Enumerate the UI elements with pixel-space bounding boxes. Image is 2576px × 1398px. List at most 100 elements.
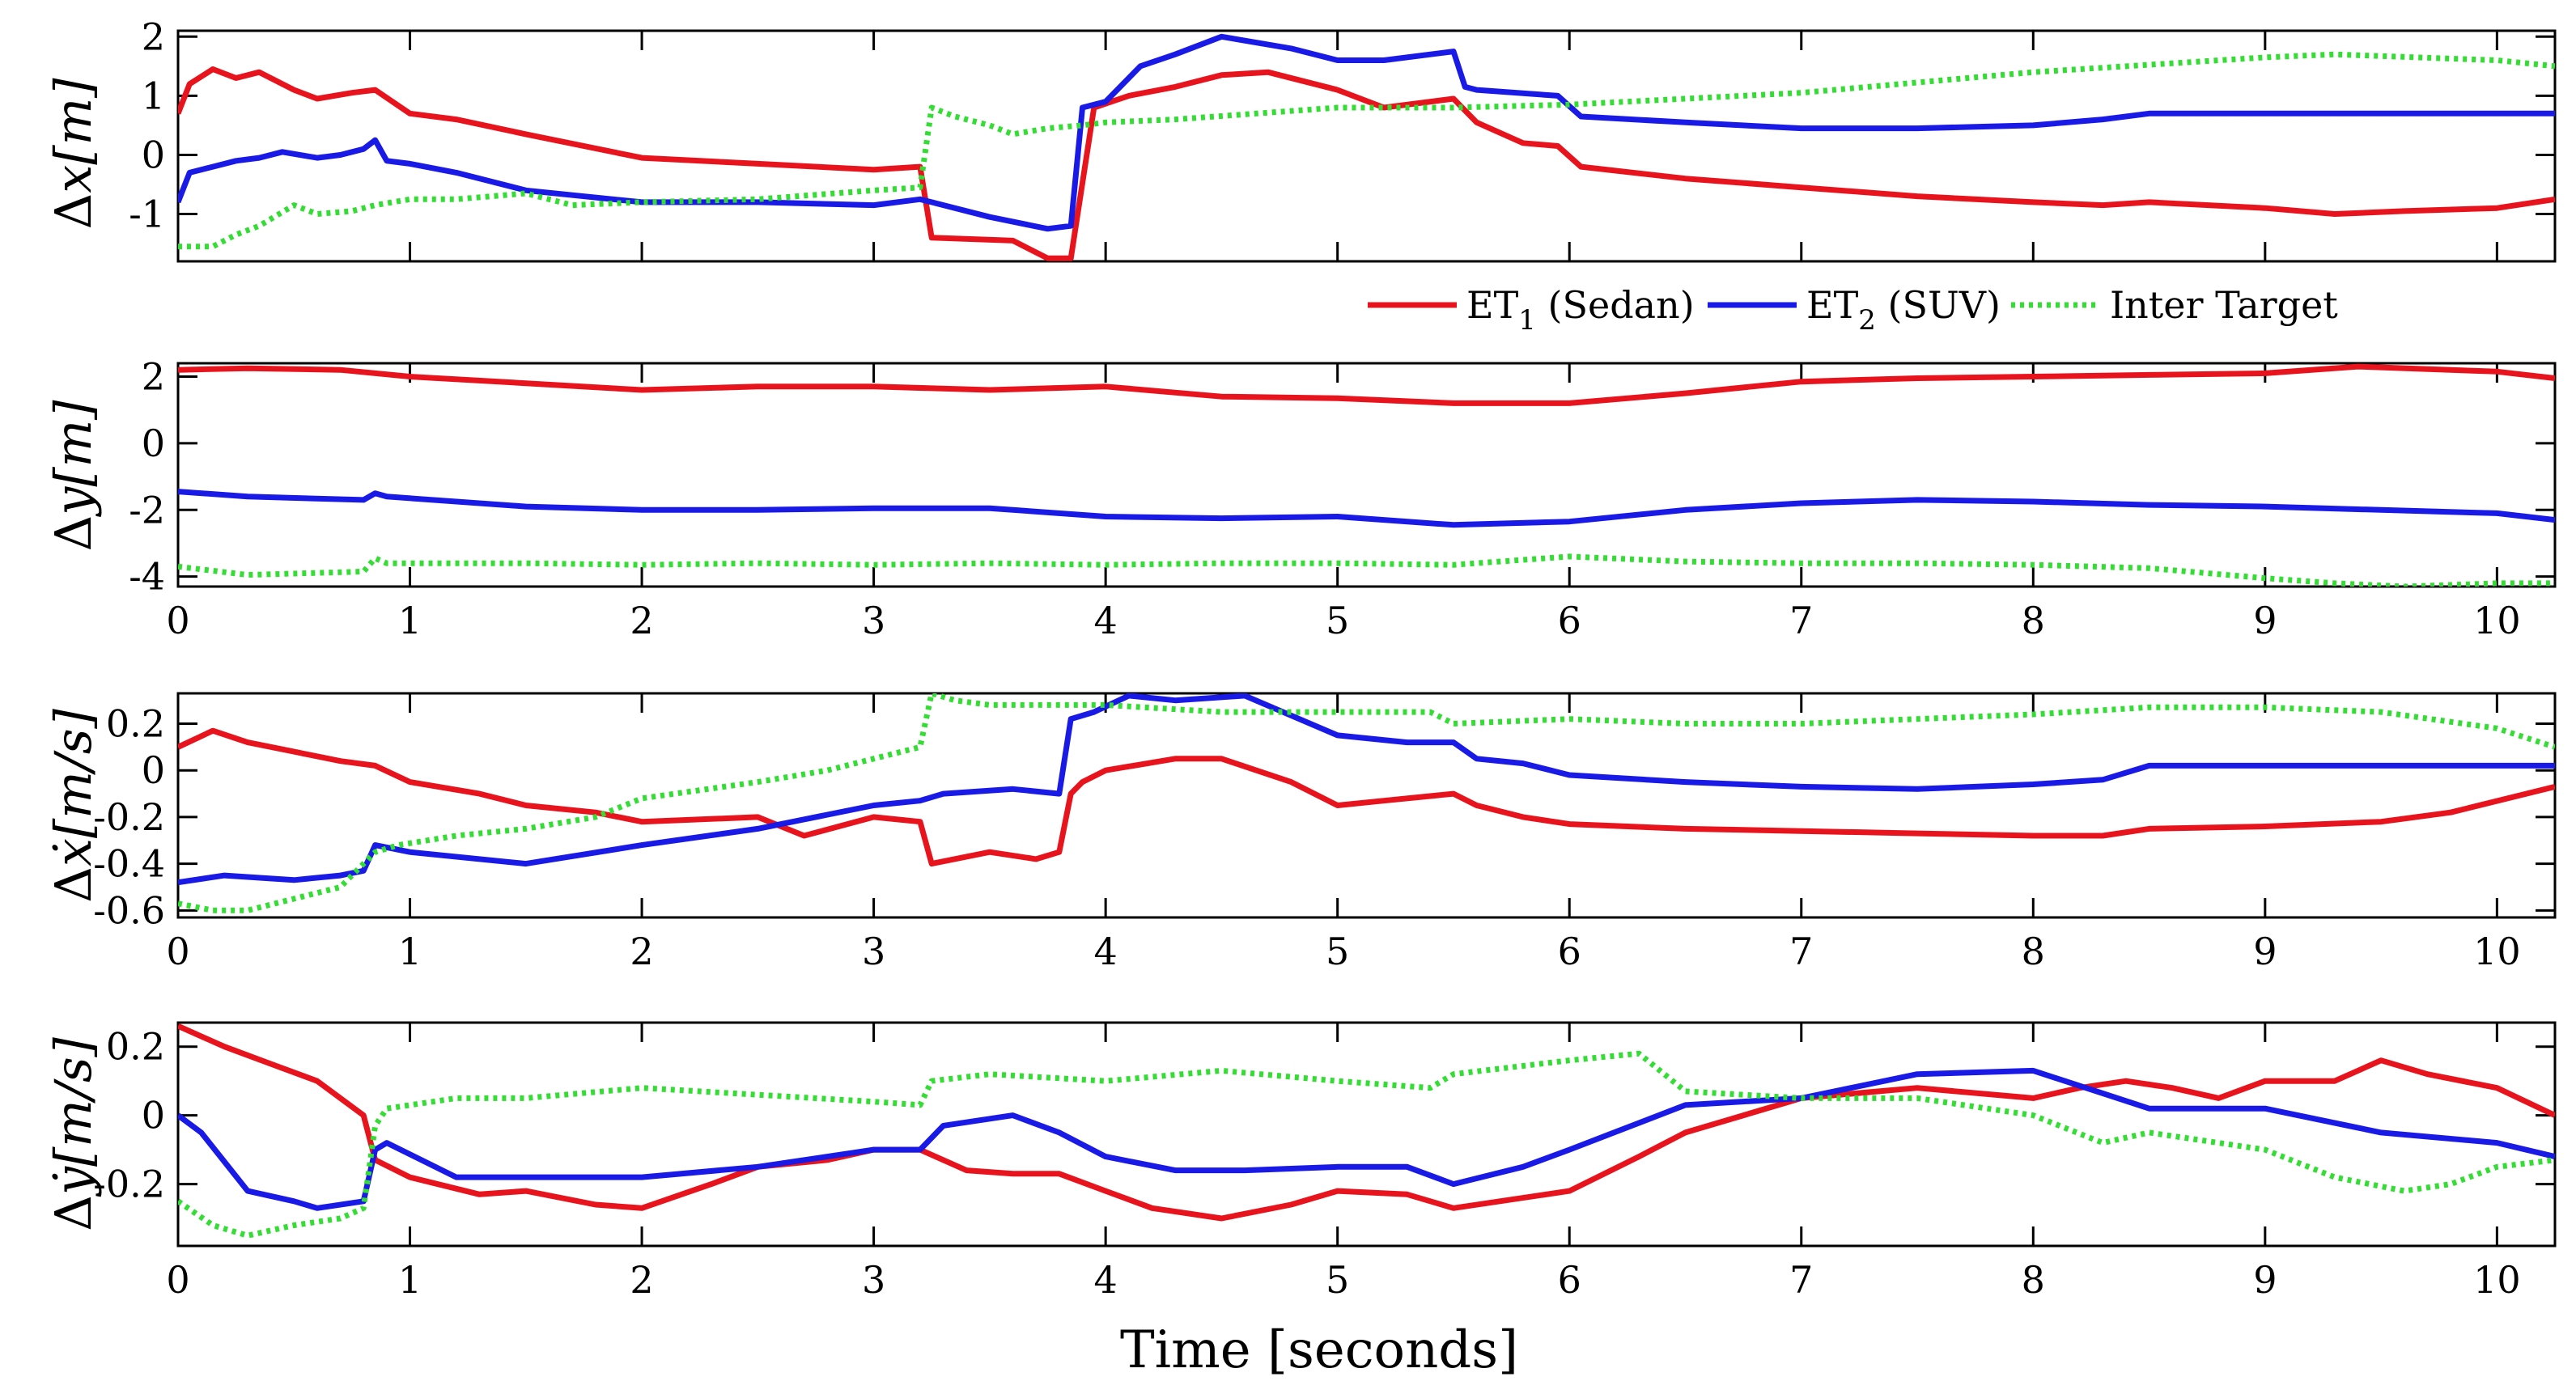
x-tick-label: 3 xyxy=(862,1258,885,1302)
legend-label-et2: ET2 (SUV) xyxy=(1806,283,2001,337)
x-tick-label: 4 xyxy=(1094,599,1118,642)
legend-label-main: ET xyxy=(1806,283,1859,327)
y-axis-label-prefix: Δ xyxy=(44,1195,103,1231)
series-group xyxy=(178,363,2555,587)
x-tick-label: 6 xyxy=(1558,930,1581,973)
x-axis-label: Time [seconds] xyxy=(1120,1320,1518,1380)
series-line-et2 xyxy=(178,33,2555,232)
y-tick-label: -2 xyxy=(129,488,165,532)
subplot-delta-x: -1 0 1 2 Δx[m] xyxy=(44,15,2557,263)
y-axis-label-variable: y xyxy=(44,486,103,518)
legend-label-inter: Inter Target xyxy=(2110,283,2338,327)
y-tick-label: 0 xyxy=(142,133,165,176)
x-tick-label: 9 xyxy=(2253,930,2277,973)
x-tick-label: 5 xyxy=(1326,930,1349,973)
x-tick-label: 8 xyxy=(2022,599,2045,642)
x-tick-label: 6 xyxy=(1558,1258,1581,1302)
x-tick-label: 3 xyxy=(862,930,885,973)
y-tick-label: 0.2 xyxy=(106,1025,165,1069)
x-tick-label: 7 xyxy=(1789,930,1813,973)
series-line-inter xyxy=(178,1050,2555,1239)
x-tick-label: 7 xyxy=(1789,1258,1813,1302)
axes-frame xyxy=(176,1021,2557,1248)
x-tick-label: 2 xyxy=(630,930,653,973)
y-tick-label: 1 xyxy=(142,74,165,117)
y-tick-label: 0 xyxy=(142,422,165,465)
x-tick-label: 4 xyxy=(1094,1258,1118,1302)
y-tick-label: -4 xyxy=(129,555,165,599)
x-tick-label: 8 xyxy=(2022,930,2045,973)
legend-label-rest: (SUV) xyxy=(1876,283,2001,327)
x-tick-label: 10 xyxy=(2473,1258,2521,1302)
legend: ET1 (Sedan) ET2 (SUV) Inter Target xyxy=(1368,283,2338,337)
y-tick-label: 0.2 xyxy=(106,702,165,746)
legend-label-et1: ET1 (Sedan) xyxy=(1466,283,1695,337)
axes-frame xyxy=(176,29,2557,263)
y-tick-label: 0 xyxy=(142,748,165,792)
axes-frame xyxy=(176,362,2557,588)
y-axis-label-variable: x xyxy=(44,165,103,193)
y-axis-label-unit: [m/s] xyxy=(44,708,103,838)
series-line-inter xyxy=(178,693,2555,913)
y-axis-label-prefix: Δ xyxy=(44,866,103,903)
y-axis-label: Δy[m] xyxy=(44,400,103,552)
subplot-delta-y: -4 -2 0 2 0 1 2 3 4 5 6 7 8 9 10 Δy[m] xyxy=(44,354,2557,642)
axes-frame xyxy=(176,692,2557,919)
series-line-et1 xyxy=(178,363,2555,406)
series-line-et1 xyxy=(178,727,2555,867)
x-tick-label: 7 xyxy=(1789,599,1813,642)
y-axis-label: Δẏ[m/s] xyxy=(44,1036,103,1231)
y-tick-label: -0.2 xyxy=(93,1163,165,1206)
y-tick-label: -0.6 xyxy=(93,888,165,932)
x-tick-label: 3 xyxy=(862,599,885,642)
x-tick-label: 10 xyxy=(2473,599,2521,642)
x-tick-label: 8 xyxy=(2022,1258,2045,1302)
y-axis-label-prefix: Δ xyxy=(44,515,103,552)
series-group xyxy=(178,693,2555,913)
legend-label-rest: (Sedan) xyxy=(1536,283,1695,327)
y-tick-label: 0 xyxy=(142,1094,165,1137)
y-axis-label-unit: [m/s] xyxy=(44,1036,103,1167)
y-tick-label: 2 xyxy=(142,15,165,58)
x-tick-label: 2 xyxy=(630,1258,653,1302)
y-tick-label: -0.2 xyxy=(93,795,165,839)
y-axis-label: Δẋ[m/s] xyxy=(44,708,103,902)
x-tick-label: 2 xyxy=(630,599,653,642)
legend-label-main: Inter Target xyxy=(2110,283,2338,327)
series-line-inter xyxy=(178,553,2555,587)
y-tick-label: 2 xyxy=(142,354,165,398)
subplot-delta-y-dot: -0.2 0 0.2 0 1 2 3 4 5 6 7 8 9 10 Δẏ[m/s] xyxy=(44,1021,2557,1302)
x-tick-label: 0 xyxy=(166,930,189,973)
series-line-et1 xyxy=(178,1023,2555,1222)
series-line-et2 xyxy=(178,489,2555,528)
y-axis-label-variable: ẋ xyxy=(44,838,103,866)
x-tick-label: 1 xyxy=(398,930,422,973)
x-tick-label: 5 xyxy=(1326,599,1349,642)
legend-label-main: ET xyxy=(1466,283,1519,327)
x-tick-label: 6 xyxy=(1558,599,1581,642)
x-tick-label: 1 xyxy=(398,599,422,642)
x-tick-label: 5 xyxy=(1326,1258,1349,1302)
x-tick-label: 9 xyxy=(2253,599,2277,642)
y-tick-label: -1 xyxy=(129,193,165,236)
legend-label-subscript: 1 xyxy=(1518,304,1536,337)
y-tick-label: -0.4 xyxy=(93,842,165,886)
x-tick-label: 9 xyxy=(2253,1258,2277,1302)
series-line-et1 xyxy=(178,66,2555,261)
legend-label-subscript: 2 xyxy=(1858,304,1876,337)
y-axis-label-unit: [m] xyxy=(44,78,103,165)
series-group xyxy=(178,1023,2555,1239)
y-axis-label-prefix: Δ xyxy=(44,193,103,230)
y-axis-label-unit: [m] xyxy=(44,400,103,487)
series-line-et2 xyxy=(178,693,2555,886)
x-tick-label: 4 xyxy=(1094,930,1118,973)
x-tick-label: 0 xyxy=(166,599,189,642)
y-axis-label-variable: ẏ xyxy=(44,1166,103,1197)
series-line-inter xyxy=(178,51,2555,250)
series-group xyxy=(178,33,2555,261)
y-axis-label: Δx[m] xyxy=(44,78,103,230)
x-tick-label: 0 xyxy=(166,1258,189,1302)
